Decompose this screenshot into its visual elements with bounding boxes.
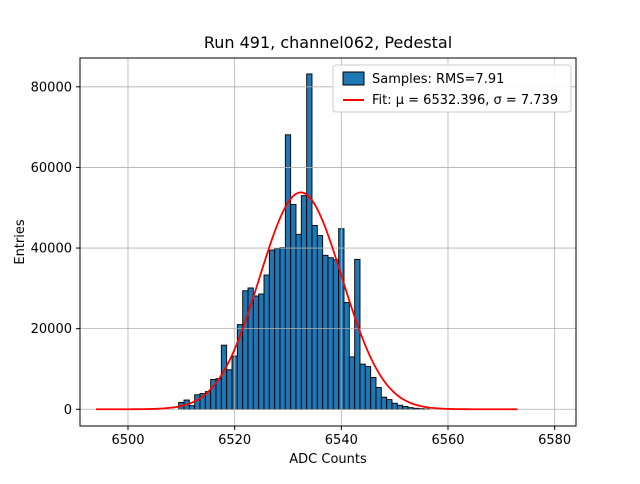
histogram-bar [355, 259, 360, 409]
histogram-bar [360, 364, 365, 409]
legend-samples-swatch [343, 72, 364, 85]
histogram-bar [376, 388, 381, 410]
chart-title: Run 491, channel062, Pedestal [204, 33, 452, 52]
histogram-bar [301, 196, 306, 410]
histogram-bar [397, 405, 402, 409]
legend: Samples: RMS=7.91 Fit: μ = 6532.396, σ =… [333, 65, 571, 112]
histogram-bar [381, 397, 386, 409]
x-axis-label: ADC Counts [289, 452, 367, 467]
y-tick-label: 0 [64, 403, 72, 418]
histogram-bar [323, 255, 328, 409]
y-tick-label: 40000 [31, 242, 72, 257]
histogram-bar [259, 294, 264, 409]
histogram-bar [403, 406, 408, 409]
legend-fit-label: Fit: μ = 6532.396, σ = 7.739 [372, 93, 558, 108]
histogram-bar [253, 296, 258, 409]
histogram-bar [387, 400, 392, 410]
legend-samples-label: Samples: RMS=7.91 [372, 72, 504, 87]
histogram-bar [371, 377, 376, 409]
y-tick-label: 20000 [31, 322, 72, 337]
histogram-bar [195, 395, 200, 410]
y-tick-label: 60000 [31, 161, 72, 176]
histogram-bar [189, 406, 194, 410]
histogram-bar [269, 250, 274, 409]
histogram-bar [264, 275, 269, 409]
histogram-bar [291, 205, 296, 410]
x-tick-label: 6520 [218, 433, 251, 448]
x-tick-label: 6560 [431, 433, 464, 448]
histogram-bar [285, 135, 290, 409]
y-axis-label: Entries [13, 219, 28, 265]
histogram-bar [349, 357, 354, 409]
x-tick-label: 6580 [538, 433, 571, 448]
histogram-bar [344, 302, 349, 409]
histogram-bar [365, 367, 370, 410]
histogram-bar [392, 403, 397, 409]
histogram-bar [328, 258, 333, 410]
x-tick-label: 6540 [325, 433, 358, 448]
histogram-bars-layer [179, 74, 430, 409]
y-tick-label: 80000 [31, 80, 72, 95]
histogram-bar [243, 291, 248, 410]
histogram-bar [296, 234, 301, 409]
histogram-bar [307, 74, 312, 409]
histogram-bar [227, 370, 232, 410]
histogram-bar [312, 225, 317, 409]
histogram-bar [317, 236, 322, 410]
histogram-bar [333, 260, 338, 410]
histogram-bar [221, 345, 226, 409]
x-tick-label: 6500 [111, 433, 144, 448]
